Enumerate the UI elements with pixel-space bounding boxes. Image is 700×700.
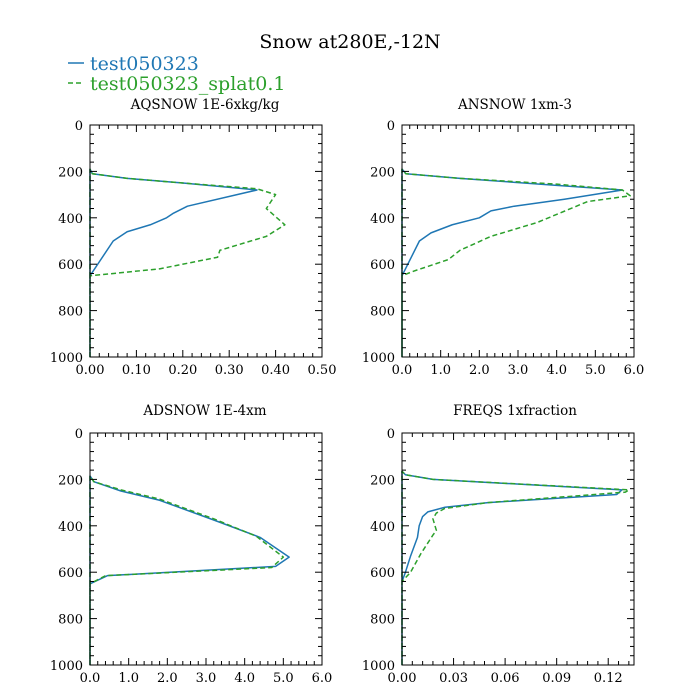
figure-title: Snow at280E,-12N [259,31,440,53]
legend-entry-2: test050323_splat0.1 [68,73,285,95]
x-tick-label: 0.09 [542,671,571,686]
panel-title: AQSNOW 1E-6xkg/kg [130,97,280,113]
x-tick-label: 0.12 [594,671,623,686]
x-tick-label: 4.0 [546,363,567,378]
x-tick-label: 0.20 [168,363,197,378]
x-tick-label: 0.50 [308,363,337,378]
y-tick-label: 1000 [50,659,83,674]
y-tick-label: 1000 [50,351,83,366]
y-tick-label: 200 [370,165,395,180]
y-tick-label: 600 [58,258,83,273]
y-tick-label: 400 [370,212,395,227]
series-line-test050323 [89,168,258,357]
x-tick-label: 0.00 [76,363,105,378]
y-tick-label: 800 [370,305,395,320]
x-tick-label: 5.0 [273,671,294,686]
legend-entry-1: test050323 [68,53,199,75]
x-tick-label: 0.00 [388,671,417,686]
y-tick-label: 200 [370,473,395,488]
y-tick-label: 800 [58,305,83,320]
series-line-test050323 [89,475,290,665]
x-tick-label: 3.0 [196,671,217,686]
x-tick-label: 1.0 [430,363,451,378]
x-tick-label: 6.0 [624,363,645,378]
y-tick-label: 400 [370,520,395,535]
x-tick-label: 2.0 [469,363,490,378]
y-tick-label: 600 [370,566,395,581]
legend-label-test050323: test050323 [90,53,199,75]
series-line-test050323-splat0.1 [401,470,630,665]
legend-label-test050323-splat0.1: test050323_splat0.1 [90,73,285,95]
plot-frame [401,124,635,358]
panel-title: FREQS 1xfraction [453,403,577,419]
x-tick-label: 0.0 [80,671,101,686]
plot-frame [89,432,323,666]
series-line-test050323 [401,168,624,357]
panel-title: ANSNOW 1xm-3 [457,97,572,113]
x-tick-label: 0.10 [122,363,151,378]
x-tick-label: 2.0 [157,671,178,686]
x-tick-label: 6.0 [312,671,333,686]
y-tick-label: 600 [370,258,395,273]
y-tick-label: 600 [58,566,83,581]
y-tick-label: 400 [58,212,83,227]
x-tick-label: 5.0 [585,363,606,378]
y-tick-label: 0 [75,119,83,134]
x-tick-label: 3.0 [508,363,529,378]
x-tick-label: 0.0 [392,363,413,378]
series-line-test050323-splat0.1 [89,475,285,665]
x-tick-label: 0.40 [261,363,290,378]
plot-frame [401,432,635,666]
series-line-test050323-splat0.1 [89,168,286,357]
y-tick-label: 0 [387,119,395,134]
x-tick-label: 0.30 [215,363,244,378]
panel-ansnow: ANSNOW 1xm-3 0.0 1.0 2.0 3.0 4.0 5.0 6.0 0 200 40… [362,97,644,378]
y-tick-label: 1000 [362,659,395,674]
legend: test050323 test050323_splat0.1 [68,53,285,95]
y-tick-label: 200 [58,473,83,488]
y-tick-label: 800 [58,613,83,628]
panel-adsnow: ADSNOW 1E-4xm 0.0 1.0 2.0 3.0 4.0 5.0 6.0 0 200 4… [50,403,332,686]
y-tick-label: 0 [387,427,395,442]
x-tick-label: 0.03 [439,671,468,686]
panel-title: ADSNOW 1E-4xm [142,403,266,419]
series-line-test050323-splat0.1 [401,168,631,357]
x-tick-label: 1.0 [118,671,139,686]
y-tick-label: 800 [370,613,395,628]
panel-aqsnow: AQSNOW 1E-6xkg/kg 0.00 0.10 0.20 0.30 0.40 0.… [50,97,337,378]
y-tick-label: 200 [58,165,83,180]
x-tick-label: 0.06 [491,671,520,686]
y-tick-label: 1000 [362,351,395,366]
y-tick-label: 400 [58,520,83,535]
plot-frame [89,124,323,358]
y-tick-label: 0 [75,427,83,442]
panel-freqs: FREQS 1xfraction 0.00 0.03 0.06 0.09 0.12 0 20… [362,403,635,686]
x-tick-label: 4.0 [234,671,255,686]
